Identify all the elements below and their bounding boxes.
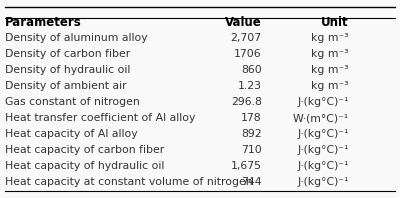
- Text: Density of aluminum alloy: Density of aluminum alloy: [5, 33, 148, 43]
- Text: 296.8: 296.8: [231, 97, 262, 107]
- Text: 710: 710: [241, 145, 262, 155]
- Text: W·(m°C)⁻¹: W·(m°C)⁻¹: [293, 113, 349, 123]
- Text: Heat capacity at constant volume of nitrogen: Heat capacity at constant volume of nitr…: [5, 177, 253, 187]
- Text: Value: Value: [225, 16, 262, 29]
- Text: Density of ambient air: Density of ambient air: [5, 81, 127, 91]
- Text: Density of carbon fiber: Density of carbon fiber: [5, 49, 131, 59]
- Text: J·(kg°C)⁻¹: J·(kg°C)⁻¹: [298, 177, 349, 187]
- Text: kg m⁻³: kg m⁻³: [312, 81, 349, 91]
- Text: Heat capacity of hydraulic oil: Heat capacity of hydraulic oil: [5, 161, 165, 171]
- Text: Heat transfer coefficient of Al alloy: Heat transfer coefficient of Al alloy: [5, 113, 196, 123]
- Text: kg m⁻³: kg m⁻³: [312, 65, 349, 75]
- Text: J·(kg°C)⁻¹: J·(kg°C)⁻¹: [298, 161, 349, 171]
- Text: 1,675: 1,675: [230, 161, 262, 171]
- Text: kg m⁻³: kg m⁻³: [312, 33, 349, 43]
- Text: 1.23: 1.23: [238, 81, 262, 91]
- Text: 744: 744: [241, 177, 262, 187]
- Text: Parameters: Parameters: [5, 16, 82, 29]
- Text: Unit: Unit: [321, 16, 349, 29]
- Text: 2,707: 2,707: [230, 33, 262, 43]
- Text: 1706: 1706: [234, 49, 262, 59]
- Text: Heat capacity of carbon fiber: Heat capacity of carbon fiber: [5, 145, 165, 155]
- Text: Density of hydraulic oil: Density of hydraulic oil: [5, 65, 131, 75]
- Text: J·(kg°C)⁻¹: J·(kg°C)⁻¹: [298, 97, 349, 107]
- Text: J·(kg°C)⁻¹: J·(kg°C)⁻¹: [298, 129, 349, 139]
- Text: kg m⁻³: kg m⁻³: [312, 49, 349, 59]
- Text: 892: 892: [241, 129, 262, 139]
- Text: Gas constant of nitrogen: Gas constant of nitrogen: [5, 97, 140, 107]
- Text: 178: 178: [241, 113, 262, 123]
- Text: 860: 860: [241, 65, 262, 75]
- Text: J·(kg°C)⁻¹: J·(kg°C)⁻¹: [298, 145, 349, 155]
- Text: Heat capacity of Al alloy: Heat capacity of Al alloy: [5, 129, 138, 139]
